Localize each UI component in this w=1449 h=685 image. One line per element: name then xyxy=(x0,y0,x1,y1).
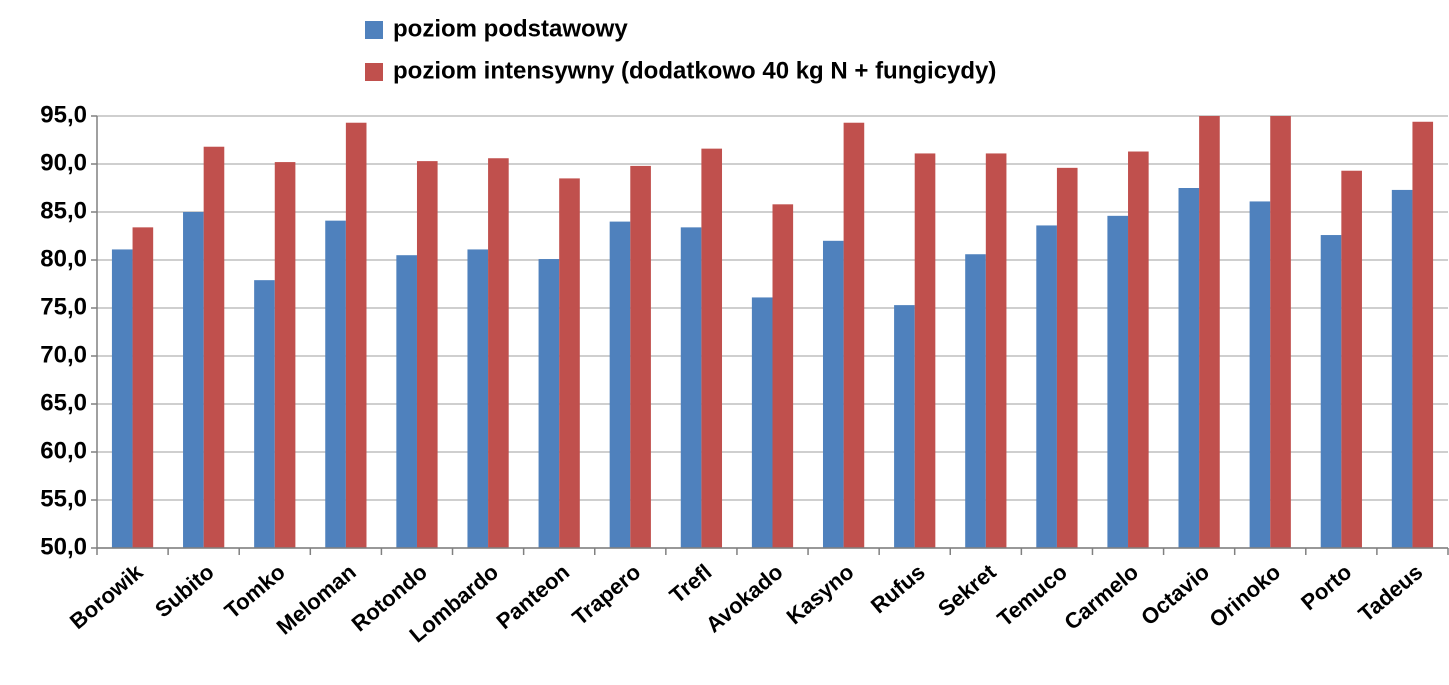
bar xyxy=(843,122,865,548)
y-tick-label: 95,0 xyxy=(40,101,87,128)
bar xyxy=(203,146,225,548)
bar xyxy=(1107,215,1129,548)
bar xyxy=(396,255,417,548)
bar xyxy=(1199,116,1220,548)
legend-swatch xyxy=(365,63,383,81)
bar xyxy=(559,178,580,548)
y-tick-label: 85,0 xyxy=(40,197,87,224)
x-tick-label: Kasyno xyxy=(782,559,859,629)
x-tick-label: Orinoko xyxy=(1205,559,1286,632)
bar xyxy=(1056,167,1078,548)
bar xyxy=(111,249,133,548)
x-tick-label: Trefl xyxy=(665,559,717,608)
bar xyxy=(325,220,346,548)
y-tick-label: 50,0 xyxy=(40,533,87,560)
y-tick-label: 90,0 xyxy=(40,149,87,176)
bar xyxy=(538,259,560,548)
legend-swatch xyxy=(365,21,383,39)
x-tick-label: Octavio xyxy=(1136,559,1214,630)
bar xyxy=(345,122,367,548)
bar xyxy=(680,227,702,549)
y-tick-label: 60,0 xyxy=(40,437,87,464)
x-tick-label: Subito xyxy=(150,559,218,622)
bar xyxy=(630,165,651,549)
bar xyxy=(701,148,723,548)
bar xyxy=(1412,121,1434,548)
bar xyxy=(965,254,986,549)
bar xyxy=(254,280,275,548)
bar xyxy=(467,249,489,548)
bar xyxy=(822,240,844,549)
bar xyxy=(772,204,794,548)
y-tick-label: 65,0 xyxy=(40,389,87,416)
x-tick-label: Tadeus xyxy=(1354,559,1428,627)
bar xyxy=(894,305,915,548)
bar xyxy=(751,297,773,548)
x-tick-label: Trapero xyxy=(567,559,645,630)
bar xyxy=(132,227,154,549)
bar xyxy=(1128,151,1149,548)
x-tick-label: Meloman xyxy=(272,559,361,639)
x-tick-label: Avokado xyxy=(701,559,788,637)
bar xyxy=(1391,189,1413,549)
x-tick-label: Temuco xyxy=(992,559,1071,631)
x-tick-label: Carmelo xyxy=(1059,559,1143,635)
bar xyxy=(1341,170,1362,548)
bar xyxy=(1270,116,1291,548)
y-tick-label: 70,0 xyxy=(40,341,87,368)
y-tick-label: 75,0 xyxy=(40,293,87,320)
x-tick-label: Panteon xyxy=(492,559,575,634)
bar xyxy=(1178,188,1200,548)
x-tick-label: Porto xyxy=(1296,559,1356,615)
legend-label: poziom intensywny (dodatkowo 40 kg N + f… xyxy=(393,57,996,84)
bar xyxy=(609,221,631,548)
bar xyxy=(416,161,438,548)
bar xyxy=(183,212,204,548)
bar xyxy=(1249,201,1271,548)
bar xyxy=(1320,235,1342,549)
x-tick-label: Borowik xyxy=(65,559,148,634)
bar xyxy=(985,153,1007,548)
y-tick-label: 80,0 xyxy=(40,245,87,272)
legend-label: poziom podstawowy xyxy=(393,15,628,42)
x-tick-label: Sekret xyxy=(933,559,1001,622)
x-tick-label: Rufus xyxy=(866,559,930,618)
bar xyxy=(488,158,509,549)
bar xyxy=(1036,225,1057,548)
y-tick-label: 55,0 xyxy=(40,485,87,512)
bar xyxy=(914,153,936,548)
bar xyxy=(274,162,296,548)
